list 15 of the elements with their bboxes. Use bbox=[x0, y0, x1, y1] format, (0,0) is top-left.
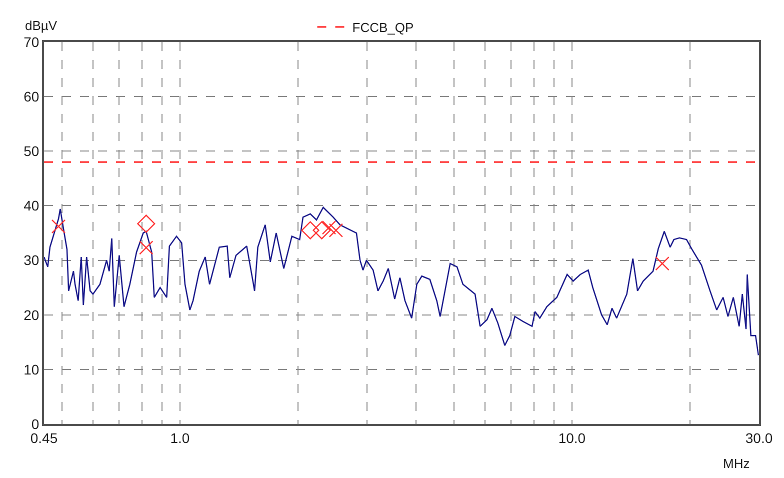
y-tick-label: 10 bbox=[24, 361, 40, 378]
y-tick-label: 70 bbox=[24, 34, 40, 50]
y-tick-label: 20 bbox=[24, 306, 40, 323]
x-tick-label: 30.0 bbox=[745, 430, 773, 446]
y-tick-label: 0 bbox=[31, 416, 40, 432]
x-tick-label: 0.45 bbox=[30, 430, 58, 446]
x-axis-title: MHz bbox=[723, 456, 750, 471]
y-tick-label: 50 bbox=[24, 143, 40, 160]
y-tick-label: 30 bbox=[24, 252, 40, 268]
legend-label: FCCB_QP bbox=[352, 20, 414, 36]
x-tick-label: 10.0 bbox=[558, 430, 586, 446]
y-axis-title: dBµV bbox=[25, 18, 58, 33]
x-tick-label: 1.0 bbox=[170, 430, 190, 446]
y-tick-label: 60 bbox=[24, 88, 40, 104]
y-tick-label: 40 bbox=[24, 198, 40, 214]
